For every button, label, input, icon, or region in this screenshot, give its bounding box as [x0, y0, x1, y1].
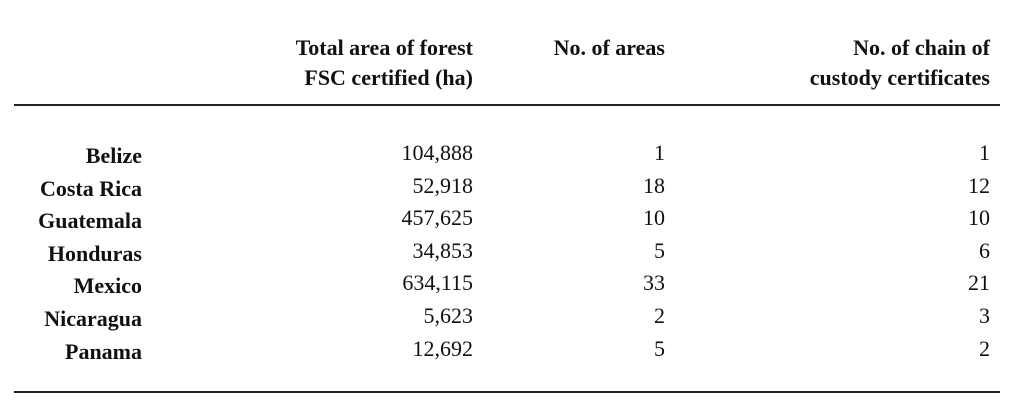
cell: 34,853 — [412, 237, 474, 263]
row-label: Guatemala — [38, 208, 142, 234]
cell: 3 — [979, 303, 990, 328]
column-header: Total area of forest — [295, 35, 473, 60]
cell: 10 — [643, 205, 665, 231]
cell: 104,888 — [401, 140, 474, 165]
cell: 10 — [968, 205, 990, 231]
cell: 5 — [654, 237, 665, 263]
cell: 12 — [968, 172, 990, 198]
row-label: Costa Rica — [39, 175, 142, 201]
row-label: Panama — [65, 338, 142, 364]
cell: 6 — [979, 237, 990, 263]
cell: 2 — [979, 335, 990, 361]
cell: 5,623 — [423, 303, 474, 328]
cell: 5 — [654, 335, 665, 361]
cell: 457,625 — [401, 205, 474, 231]
cell: 1 — [979, 140, 990, 165]
cell: 2 — [654, 303, 665, 328]
column-header: No. of areas — [553, 35, 665, 60]
cell: 634,115 — [402, 270, 473, 296]
column-header: No. of chain of — [853, 35, 990, 60]
row-label: Mexico — [73, 273, 142, 299]
cell: 21 — [968, 270, 990, 296]
row-label: Honduras — [47, 240, 142, 266]
cell: 33 — [643, 270, 665, 296]
cell: 12,692 — [412, 335, 474, 361]
cell: 1 — [654, 140, 665, 165]
column-header: FSC certified (ha) — [304, 65, 473, 90]
column-header: custody certificates — [809, 65, 990, 90]
row-label: Nicaragua — [44, 306, 142, 331]
row-label: Belize — [85, 143, 142, 168]
cell: 52,918 — [412, 172, 474, 198]
cell: 18 — [643, 172, 665, 198]
header-rule — [14, 104, 1000, 106]
bottom-rule — [14, 391, 1000, 393]
